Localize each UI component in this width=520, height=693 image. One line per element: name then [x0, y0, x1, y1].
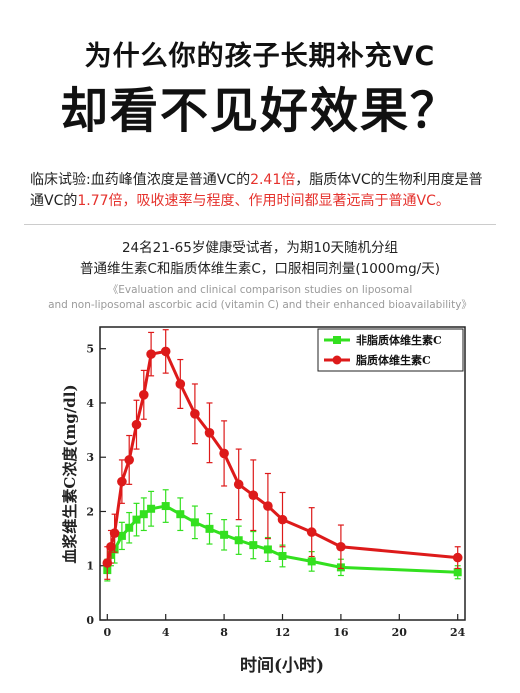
- data-point: [453, 568, 462, 577]
- data-point: [117, 476, 127, 487]
- legend-label-liposomal: 脂质体维生素C: [355, 353, 431, 367]
- x-tick-label: 16: [333, 626, 349, 639]
- x-tick-label: 12: [275, 626, 290, 639]
- chart-legend: 非脂质体维生素C 脂质体维生素C: [317, 328, 464, 372]
- bioavailability-ratio-value: 1.77倍: [77, 193, 123, 209]
- x-tick-label: 0: [103, 626, 111, 639]
- data-point: [233, 479, 244, 490]
- paper-title-line-2: and non-liposomal ascorbic acid (vitamin…: [48, 299, 472, 311]
- x-tick-label: 4: [162, 626, 170, 639]
- data-point: [277, 514, 288, 525]
- trial-text-1: 临床试验:血药峰值浓度是普通VC的: [30, 172, 251, 188]
- data-point: [306, 527, 317, 537]
- y-tick-label: 4: [86, 397, 94, 410]
- legend-box: [317, 328, 464, 372]
- study-dosage-caption: 普通维生素C和脂质体维生素C，口服相同剂量(1000mg/天): [79, 261, 440, 277]
- x-axis-title: 时间(小时): [240, 655, 324, 676]
- data-point: [139, 510, 148, 519]
- data-point: [220, 530, 229, 539]
- data-point: [160, 346, 171, 357]
- data-point: [117, 531, 126, 540]
- trial-conclusion: ，吸收速率与程度、作用时间都显著远高于普通VC。: [122, 193, 450, 209]
- series-liposomal: [102, 329, 463, 580]
- data-point: [249, 541, 258, 550]
- data-point: [109, 528, 120, 538]
- headline-question: 为什么你的孩子长期补充VC: [84, 41, 436, 72]
- data-point: [204, 428, 215, 438]
- data-point: [146, 349, 156, 359]
- data-point: [147, 504, 156, 513]
- x-tick-label: 20: [392, 626, 408, 639]
- data-point: [124, 455, 134, 465]
- legend-marker-non-liposomal: [333, 336, 341, 344]
- y-tick-label: 3: [86, 451, 94, 464]
- data-point: [106, 541, 116, 552]
- paper-title: 《Evaluation and clinical comparison stud…: [0, 283, 520, 313]
- trial-summary: 临床试验:血药峰值浓度是普通VC的2.41倍，脂质体VC的生物利用度是普通VC的…: [30, 170, 495, 212]
- section-divider: [24, 224, 496, 225]
- data-point: [161, 502, 170, 511]
- x-axis-ticks: 0 4 8 12 16 20 24: [103, 614, 466, 639]
- y-axis-title: 血浆维生素C浓度(mg/dl): [61, 384, 79, 563]
- data-point: [175, 379, 186, 389]
- data-point: [219, 448, 229, 459]
- data-point: [307, 557, 316, 566]
- data-point: [248, 490, 259, 501]
- legend-label-non-liposomal: 非脂质体维生素C: [356, 333, 442, 347]
- data-point: [278, 551, 287, 560]
- y-tick-label: 2: [86, 505, 94, 518]
- data-point: [452, 552, 463, 563]
- trial-text-2: ，脂质体VC的生物利用度是普通VC的: [30, 172, 483, 209]
- y-axis-ticks: 0 1 2 3 4 5: [86, 343, 106, 627]
- data-point: [234, 536, 243, 545]
- x-tick-label: 8: [220, 626, 228, 639]
- data-point: [176, 510, 185, 519]
- x-tick-label: 24: [450, 626, 466, 639]
- y-tick-label: 5: [86, 343, 94, 356]
- data-point: [190, 409, 200, 419]
- legend-marker-liposomal: [332, 355, 342, 365]
- data-point: [190, 518, 199, 527]
- study-participants-caption: 24名21-65岁健康受试者，为期10天随机分组: [121, 240, 399, 256]
- headline-main: 却看不见好效果？: [59, 83, 460, 139]
- data-point: [139, 390, 149, 400]
- data-point: [205, 524, 214, 533]
- data-point: [263, 501, 273, 511]
- data-point: [102, 558, 113, 568]
- data-point: [263, 545, 272, 554]
- y-tick-label: 0: [86, 614, 94, 627]
- peak-ratio-value: 2.41倍: [250, 172, 296, 188]
- paper-title-line-1: 《Evaluation and clinical comparison stud…: [107, 284, 413, 296]
- y-tick-label: 1: [86, 560, 94, 573]
- data-point: [125, 523, 134, 532]
- data-point: [336, 541, 346, 552]
- data-point: [132, 515, 141, 524]
- series-layer: [102, 329, 463, 582]
- data-point: [131, 419, 142, 430]
